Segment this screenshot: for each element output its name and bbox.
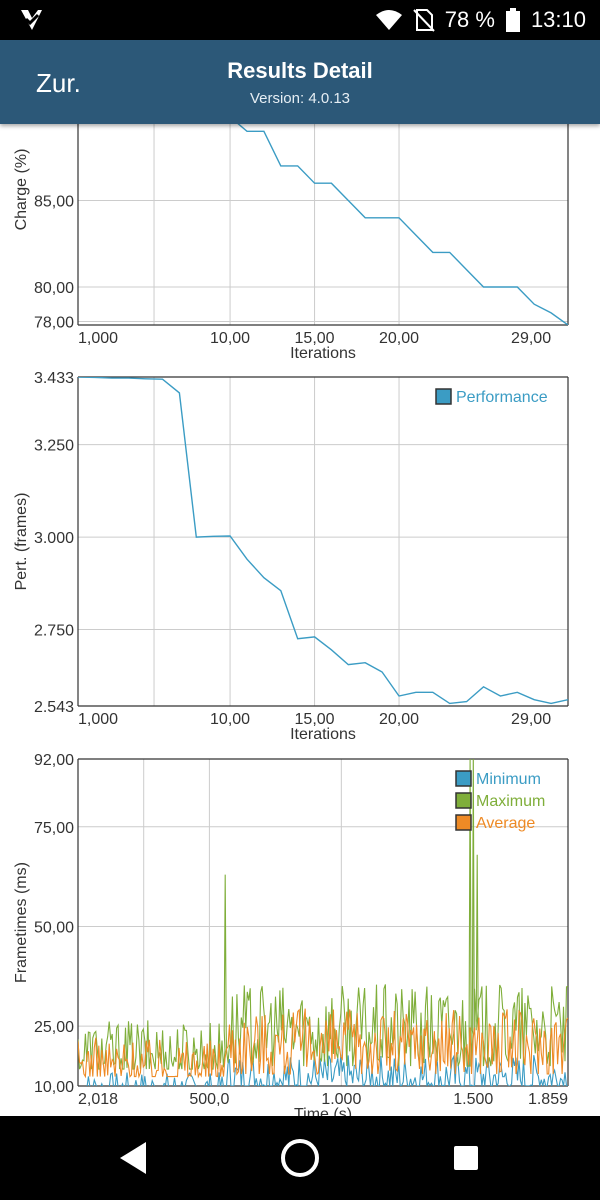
page-title: Results Detail: [227, 58, 373, 83]
x-axis-label: Iterations: [290, 345, 356, 362]
battery-icon: [505, 8, 520, 32]
y-tick-label: 25,00: [34, 1019, 74, 1036]
wifi-icon: [375, 10, 402, 30]
back-triangle-icon[interactable]: [112, 1136, 156, 1180]
series-line-performance: [78, 377, 568, 705]
legend: Performance: [435, 388, 548, 406]
x-tick-label: 500,0: [189, 1091, 229, 1108]
y-axis-label: Frametimes (ms): [13, 862, 30, 983]
home-circle-icon[interactable]: [278, 1136, 322, 1180]
series-line-maximum: [78, 759, 568, 1071]
legend-label: Performance: [456, 389, 548, 406]
no-sim-icon: [413, 9, 435, 32]
y-tick-labels: 92,00 75,00 50,00 25,00 10,00: [34, 752, 74, 1096]
navigation-bar: [0, 1116, 600, 1200]
x-tick-label: 1,000: [78, 330, 118, 347]
chart-1: 85,00 80,00 78,001,000 10,00 15,00 20,00 29,00…: [13, 124, 569, 362]
series-line-average: [78, 1008, 568, 1079]
x-tick-label: 10,00: [210, 330, 250, 347]
y-tick-label: 3.000: [34, 530, 74, 547]
legend: Minimum Maximum Average: [455, 770, 545, 832]
app-bar: Zur. Results Detail Version: 4.0.13: [0, 40, 600, 124]
legend-swatch: [455, 770, 472, 787]
x-tick-label: 1.500: [453, 1091, 493, 1108]
recents-square-icon[interactable]: [444, 1136, 488, 1180]
x-tick-labels: 1,000 10,00 15,00 20,00 29,00: [78, 711, 551, 728]
x-tick-labels: 1,000 10,00 15,00 20,00 29,00: [78, 330, 551, 347]
y-tick-label: 10,00: [34, 1079, 74, 1096]
grid-lines: [78, 376, 568, 707]
x-axis-label: Time (s): [294, 1106, 352, 1116]
series-group: [237, 124, 568, 325]
y-axis-label: Charge (%): [13, 149, 30, 231]
x-tick-label: 20,00: [379, 711, 419, 728]
x-tick-label: 15,00: [295, 330, 335, 347]
legend-label: Maximum: [476, 793, 545, 810]
y-tick-label: 3.433: [34, 370, 74, 387]
y-tick-label: 2.543: [34, 699, 74, 716]
x-tick-label: 1.000: [321, 1091, 361, 1108]
app-notification-icon: [21, 10, 42, 30]
legend-swatch: [455, 792, 472, 809]
y-tick-label: 75,00: [34, 820, 74, 837]
legend-swatch: [435, 388, 452, 405]
series-line-minimum: [86, 1054, 568, 1086]
y-tick-label: 78,00: [34, 315, 74, 332]
x-tick-label: 10,00: [210, 711, 250, 728]
battery-percent: 78 %: [444, 7, 495, 32]
version-label: Version: 4.0.13: [249, 90, 351, 107]
series-group: [78, 377, 568, 705]
results-scroll-area[interactable]: 85,00 80,00 78,00 1,000 10,00 15,00 20,00 29,00…: [0, 124, 600, 1116]
y-tick-label: 3.250: [34, 438, 74, 455]
x-tick-label: 1,000: [78, 711, 118, 728]
y-tick-label: 50,00: [34, 919, 74, 936]
x-tick-label: 1.859: [528, 1091, 568, 1108]
y-tick-label: 85,00: [34, 193, 74, 210]
x-tick-labels: 2,018 500,0 1.000 1.500 1.859: [78, 1091, 568, 1108]
x-tick-label: 29,00: [511, 711, 551, 728]
series-group: [78, 759, 568, 1086]
x-tick-label: 20,00: [379, 330, 419, 347]
y-tick-label: 80,00: [34, 280, 74, 297]
y-tick-labels: 3.433 3.250 3.000 2.750 2.543: [34, 370, 74, 716]
legend-label: Minimum: [476, 771, 541, 788]
status-icons: 78 % 13:10: [375, 0, 586, 40]
grid-lines: [78, 124, 568, 325]
x-tick-label: 2,018: [78, 1091, 118, 1108]
y-tick-label: 2.750: [34, 622, 74, 639]
status-bar: 78 % 13:10: [0, 0, 600, 40]
back-button[interactable]: Zur.: [36, 68, 81, 98]
x-axis-label: Iterations: [290, 726, 356, 743]
y-axis-label: Pert. (frames): [13, 493, 30, 591]
x-tick-label: 29,00: [511, 330, 551, 347]
legend-swatch: [455, 814, 472, 831]
y-tick-labels: 85,00 80,00 78,00: [34, 193, 74, 331]
clock-time: 13:10: [530, 7, 586, 32]
x-tick-label: 15,00: [295, 711, 335, 728]
y-tick-label: 92,00: [34, 752, 74, 769]
chart-3: 92,00 75,00 50,00 25,00 10,002,018 500,0 1.000…: [13, 752, 569, 1116]
legend-label: Average: [476, 815, 535, 832]
series-line-1: [237, 124, 568, 325]
